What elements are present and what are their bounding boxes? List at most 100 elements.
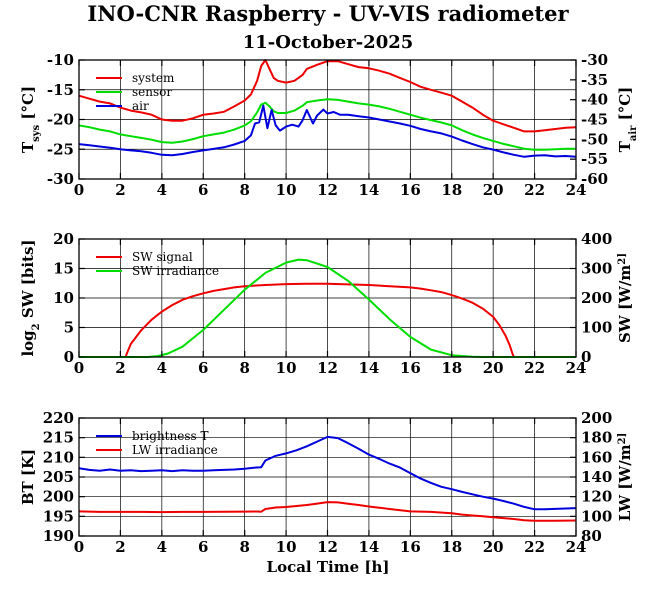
legend-label: sensor xyxy=(132,85,172,99)
x-tick-label: 18 xyxy=(441,359,462,377)
x-tick-label: 22 xyxy=(524,359,545,377)
x-axis-label: Local Time [h] xyxy=(267,558,390,576)
x-tick-label: 16 xyxy=(400,538,421,556)
x-tick-label: 24 xyxy=(566,359,587,377)
series-line-lw-irradiance xyxy=(78,501,577,522)
x-tick-label: 8 xyxy=(239,538,249,556)
x-tick-label: 14 xyxy=(358,181,379,199)
y-right-tick-label: -30 xyxy=(581,51,608,69)
x-tick-label: 0 xyxy=(74,181,84,199)
x-tick-label: 6 xyxy=(198,538,208,556)
x-tick-label: 20 xyxy=(483,538,504,556)
x-tick-label: 12 xyxy=(317,181,338,199)
series-line-system xyxy=(78,59,577,133)
x-tick-label: 22 xyxy=(524,538,545,556)
x-tick-label: 6 xyxy=(198,359,208,377)
x-tick-label: 20 xyxy=(483,181,504,199)
x-tick-label: 14 xyxy=(358,538,379,556)
y-right-tick-label: -45 xyxy=(581,111,608,129)
series-line-air xyxy=(78,104,577,158)
y-axis-label-right: SW [W/m2] xyxy=(616,253,634,343)
x-tick-label: 12 xyxy=(317,538,338,556)
legend-label: brightness T xyxy=(132,429,208,443)
panels: 0 2 4 6 8 10 12 14 16 18 20 22 24-30-25-20-15-10-60-… xyxy=(19,51,639,556)
y-left-tick-label: 200 xyxy=(43,488,74,506)
y-right-tick-label: 200 xyxy=(581,289,612,307)
y-left-tick-label: 190 xyxy=(43,527,74,545)
x-tick-label: 16 xyxy=(400,359,421,377)
x-tick-label: 2 xyxy=(115,538,125,556)
y-left-tick-label: -20 xyxy=(47,111,74,129)
x-tick-label: 18 xyxy=(441,181,462,199)
series-line-brightness-t xyxy=(78,435,577,511)
y-left-tick-label: -25 xyxy=(47,140,74,158)
y-left-tick-label: 210 xyxy=(43,448,74,466)
x-tick-label: 24 xyxy=(566,538,587,556)
panel-1: 0 2 4 6 8 10 12 14 16 18 20 22 24-30-25-20-15-10-60-… xyxy=(19,51,639,199)
y-right-tick-label: 300 xyxy=(581,260,612,278)
x-tick-label: 18 xyxy=(441,538,462,556)
x-tick-label: 0 xyxy=(74,538,84,556)
legend-label: air xyxy=(132,99,149,113)
x-tick-label: 16 xyxy=(400,181,421,199)
y-right-tick-label: 180 xyxy=(581,429,612,447)
y-left-tick-label: -10 xyxy=(47,51,74,69)
y-right-tick-label: 400 xyxy=(581,230,612,248)
x-tick-label: 4 xyxy=(157,181,167,199)
y-axis-label-right: Tair [°C] xyxy=(616,87,639,153)
y-right-tick-label: -50 xyxy=(581,130,608,148)
y-axis-label-right: LW [W/m2] xyxy=(616,433,634,522)
y-right-tick-label: 160 xyxy=(581,448,612,466)
y-left-tick-label: 195 xyxy=(43,507,74,525)
x-tick-label: 10 xyxy=(276,181,297,199)
x-tick-label: 8 xyxy=(239,359,249,377)
chart-title: INO-CNR Raspberry - UV-VIS radiometer xyxy=(87,1,569,26)
series-line-sw-signal xyxy=(79,282,576,358)
y-right-tick-label: 0 xyxy=(581,348,591,366)
x-tick-label: 2 xyxy=(115,181,125,199)
legend-label: LW irradiance xyxy=(132,443,218,457)
y-axis-label-left: log2 SW [bits] xyxy=(19,239,42,356)
panel-3: 0 2 4 6 8 10 12 14 16 18 20 22 241901952002052102152… xyxy=(19,409,634,556)
x-tick-label: 4 xyxy=(157,538,167,556)
chart-subtitle: 11-October-2025 xyxy=(243,32,414,53)
y-right-tick-label: 200 xyxy=(581,409,612,427)
y-right-tick-label: 100 xyxy=(581,507,612,525)
x-tick-label: 10 xyxy=(276,538,297,556)
y-right-tick-label: -55 xyxy=(581,150,608,168)
y-left-tick-label: 220 xyxy=(43,409,74,427)
series-line-sw-irradiance xyxy=(79,258,576,358)
y-left-tick-label: 0 xyxy=(64,348,74,366)
x-tick-label: 8 xyxy=(239,181,249,199)
y-right-tick-label: 120 xyxy=(581,488,612,506)
y-right-tick-label: 80 xyxy=(581,527,602,545)
y-axis-label-left: Tsys [°C] xyxy=(19,86,42,153)
y-left-tick-label: 205 xyxy=(43,468,74,486)
x-tick-label: 10 xyxy=(276,359,297,377)
y-axis-label-left: BT [K] xyxy=(19,449,37,505)
x-tick-label: 4 xyxy=(157,359,167,377)
y-left-tick-label: 15 xyxy=(53,260,74,278)
y-left-tick-label: -30 xyxy=(47,170,74,188)
x-tick-label: 6 xyxy=(198,181,208,199)
y-left-tick-label: 20 xyxy=(53,230,74,248)
series-line-sensor xyxy=(78,98,576,151)
x-tick-label: 22 xyxy=(524,181,545,199)
legend-label: SW signal xyxy=(132,250,193,264)
y-left-tick-label: -15 xyxy=(47,81,74,99)
x-tick-label: 12 xyxy=(317,359,338,377)
x-tick-label: 20 xyxy=(483,359,504,377)
y-right-tick-label: 140 xyxy=(581,468,612,486)
x-tick-label: 2 xyxy=(115,359,125,377)
y-left-tick-label: 10 xyxy=(53,289,74,307)
y-left-tick-label: 215 xyxy=(43,429,74,447)
legend-label: system xyxy=(132,71,175,85)
y-right-tick-label: -60 xyxy=(581,170,608,188)
x-tick-label: 24 xyxy=(566,181,587,199)
x-tick-label: 0 xyxy=(74,359,84,377)
y-left-tick-label: 5 xyxy=(64,319,74,337)
y-right-tick-label: -35 xyxy=(581,71,608,89)
legend-label: SW irradiance xyxy=(132,264,219,278)
y-right-tick-label: 100 xyxy=(581,319,612,337)
